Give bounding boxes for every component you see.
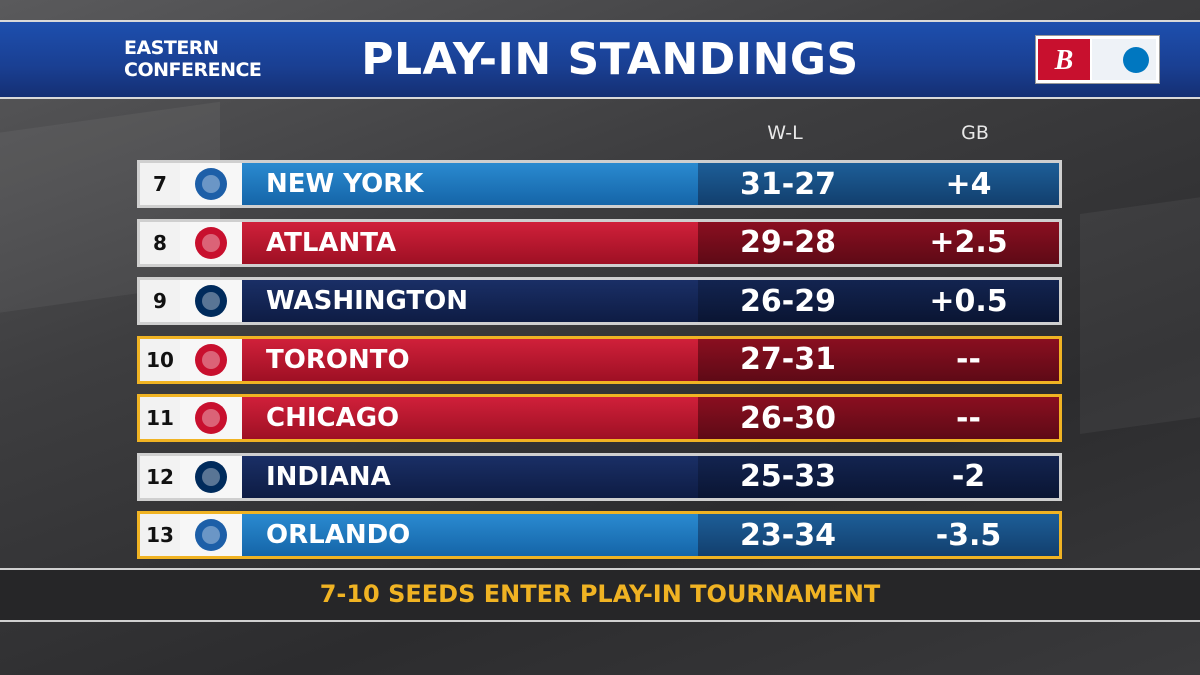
logo-shape xyxy=(202,292,220,310)
standings-row: 13 ORLANDO 23-34 -3.5 xyxy=(137,511,1062,559)
team-cell xyxy=(242,221,698,264)
win-loss: 23-34 xyxy=(740,517,836,553)
seed: 10 xyxy=(140,338,180,381)
games-back: +2.5 xyxy=(929,225,1008,260)
header-bar: EASTERN CONFERENCE PLAY-IN STANDINGS B xyxy=(0,20,1200,99)
seed: 12 xyxy=(140,455,180,498)
sponsor-icon: B xyxy=(1054,45,1074,76)
team-name: ATLANTA xyxy=(266,227,397,258)
logo-shape xyxy=(195,519,227,551)
conference-label: CONFERENCE xyxy=(124,59,262,81)
team-cell xyxy=(242,163,698,205)
team-name: NEW YORK xyxy=(266,169,424,199)
bg-panel xyxy=(1080,185,1200,435)
logo-shape xyxy=(195,285,227,317)
games-back: -2 xyxy=(951,459,986,494)
sponsor-logos: B xyxy=(1035,35,1160,84)
games-back: -3.5 xyxy=(935,517,1002,553)
win-loss: 26-30 xyxy=(740,400,836,436)
team-name: INDIANA xyxy=(266,461,391,492)
win-loss: 29-28 xyxy=(740,225,836,260)
logo-shape xyxy=(202,233,220,252)
logo-icon xyxy=(195,285,227,317)
logo-icon xyxy=(195,460,227,493)
logo-shape xyxy=(202,526,220,544)
win-loss: 27-31 xyxy=(740,342,836,377)
logo-shape xyxy=(202,409,220,427)
standings-row: 8 ATLANTA 29-28 +2.5 xyxy=(137,218,1062,267)
title: PLAY-IN STANDINGS xyxy=(361,34,859,85)
team-cell xyxy=(242,514,698,556)
logo-shape xyxy=(202,467,220,486)
logo-shape xyxy=(195,402,227,434)
seed: 8 xyxy=(140,221,180,264)
conference-label: EASTERN xyxy=(124,37,219,59)
team-logo xyxy=(180,514,242,556)
column-header: GB xyxy=(961,122,989,144)
column-header: W-L xyxy=(767,122,803,144)
logo-shape xyxy=(195,343,227,376)
seed: 7 xyxy=(140,163,180,205)
win-loss: 25-33 xyxy=(740,459,836,494)
logo-icon xyxy=(195,168,227,200)
standings-row: 12 INDIANA 25-33 -2 xyxy=(137,452,1062,501)
team-icon xyxy=(1123,47,1149,73)
standings-row: 7 NEW YORK 31-27 +4 xyxy=(137,160,1062,208)
games-back: -- xyxy=(956,400,981,436)
logo-shape xyxy=(202,350,220,369)
team-logo xyxy=(180,280,242,322)
team-cell xyxy=(242,280,698,322)
sponsor-badge xyxy=(1038,39,1090,80)
seed: 13 xyxy=(140,514,180,556)
logo-icon xyxy=(195,519,227,551)
logo-icon xyxy=(195,343,227,376)
games-back: -- xyxy=(956,342,981,377)
team-logo xyxy=(180,455,242,498)
standings-row: 11 CHICAGO 26-30 -- xyxy=(137,394,1062,442)
logo-icon xyxy=(195,402,227,434)
standings-row: 9 WASHINGTON 26-29 +0.5 xyxy=(137,277,1062,325)
team-name: TORONTO xyxy=(266,344,410,375)
win-loss: 26-29 xyxy=(740,283,836,319)
games-back: +0.5 xyxy=(929,283,1008,319)
team-name: CHICAGO xyxy=(266,403,400,433)
standings-row: 10 TORONTO 27-31 -- xyxy=(137,335,1062,384)
footer-note: 7-10 SEEDS ENTER PLAY-IN TOURNAMENT xyxy=(319,580,881,608)
team-cell xyxy=(242,455,698,498)
logo-shape xyxy=(195,168,227,200)
win-loss: 31-27 xyxy=(740,166,836,202)
footer-bar: 7-10 SEEDS ENTER PLAY-IN TOURNAMENT xyxy=(0,568,1200,622)
team-logo xyxy=(180,221,242,264)
logo-shape xyxy=(195,460,227,493)
team-cell xyxy=(242,397,698,439)
team-cell xyxy=(242,338,698,381)
games-back: +4 xyxy=(945,166,992,202)
seed: 11 xyxy=(140,397,180,439)
team-name: WASHINGTON xyxy=(266,286,469,316)
team-logo xyxy=(180,397,242,439)
team-logo xyxy=(180,163,242,205)
logo-shape xyxy=(195,226,227,259)
logo-shape xyxy=(202,175,220,193)
logo-icon xyxy=(195,226,227,259)
seed: 9 xyxy=(140,280,180,322)
team-name: ORLANDO xyxy=(266,520,411,550)
team-logo xyxy=(180,338,242,381)
